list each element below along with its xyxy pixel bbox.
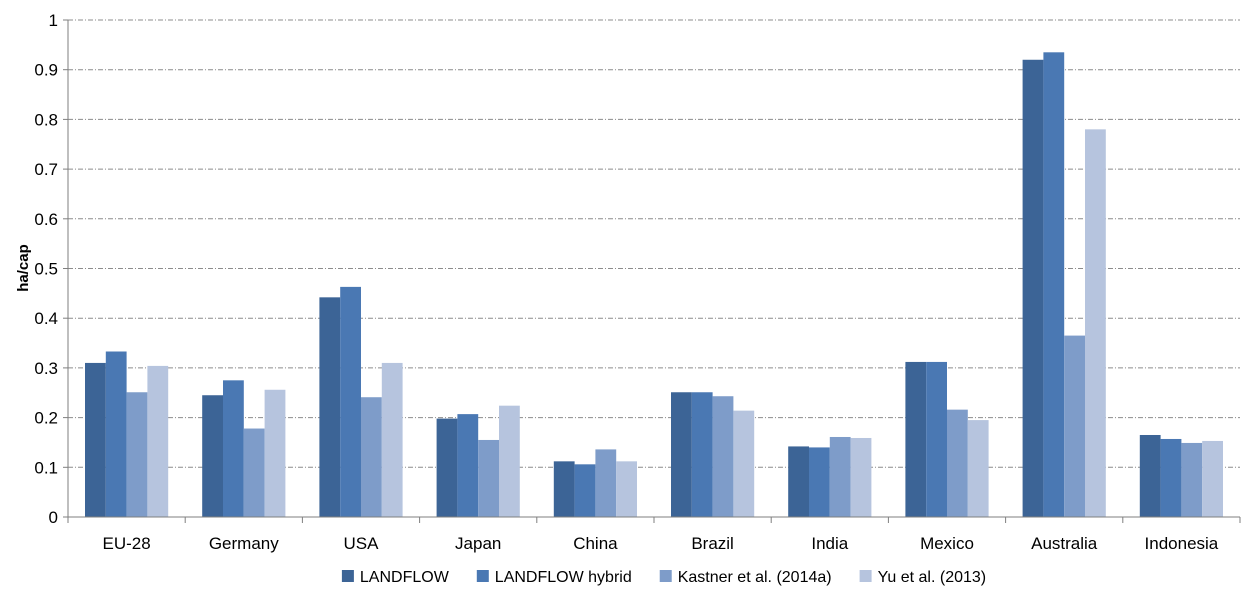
bar-japan-series-2 xyxy=(478,439,499,517)
y-tick-label: 0.4 xyxy=(34,309,58,328)
x-tick-label: Australia xyxy=(1031,534,1098,553)
bar-japan-series-3 xyxy=(499,405,520,517)
bar-brazil-series-1 xyxy=(691,392,713,517)
bar-india-series-3 xyxy=(850,437,872,517)
bar-japan-series-0 xyxy=(436,418,458,517)
bar-germany-series-2 xyxy=(243,428,265,517)
y-tick-label: 0.1 xyxy=(34,458,58,477)
y-axis-label: ha/cap xyxy=(15,244,32,292)
legend-swatch xyxy=(476,570,489,582)
bar-indonesia-series-0 xyxy=(1139,434,1161,517)
y-tick-label: 0.8 xyxy=(34,110,58,129)
x-tick-label: China xyxy=(573,534,618,553)
bar-eu-28-series-2 xyxy=(126,392,148,517)
legend: LANDFLOW LANDFLOW hybrid Kastner et al. (2… xyxy=(341,569,987,586)
bar-mexico-series-3 xyxy=(967,420,989,517)
legend-label: LANDFLOW xyxy=(360,569,450,586)
bar-mexico-series-1 xyxy=(926,361,947,517)
bar-eu-28-series-1 xyxy=(105,351,127,517)
legend-label: LANDFLOW hybrid xyxy=(495,569,632,586)
bar-usa-series-3 xyxy=(381,362,403,517)
bar-japan-series-1 xyxy=(457,414,479,517)
bar-indonesia-series-2 xyxy=(1181,442,1203,517)
y-tick-label: 0.3 xyxy=(34,359,58,378)
bar-brazil-series-0 xyxy=(671,392,692,517)
bar-china-series-3 xyxy=(616,461,637,517)
bar-eu-28-series-0 xyxy=(85,362,106,517)
y-tick-label: 0.6 xyxy=(34,210,58,229)
bar-brazil-series-3 xyxy=(733,410,755,517)
bars xyxy=(85,52,1223,518)
bar-china-series-0 xyxy=(553,461,575,517)
legend-swatch xyxy=(659,570,672,582)
bar-china-series-1 xyxy=(574,464,596,517)
bar-usa-series-0 xyxy=(319,297,341,517)
bar-china-series-2 xyxy=(595,449,617,517)
x-tick-label: USA xyxy=(344,534,380,553)
bar-australia-series-0 xyxy=(1022,59,1044,517)
axes: 0 0.1 0.2 0.3 0.4 0.5 0.6 0.7 0.8 0.9 1 EU-28 German… xyxy=(34,11,1241,553)
x-tick-label: India xyxy=(811,534,848,553)
y-tick-label: 0 xyxy=(49,508,58,527)
bar-usa-series-2 xyxy=(361,397,382,517)
legend-label: Yu et al. (2013) xyxy=(878,569,987,586)
x-tick-label: Germany xyxy=(209,534,279,553)
bar-germany-series-3 xyxy=(264,389,286,517)
bar-india-series-0 xyxy=(788,446,809,517)
y-tick-label: 0.2 xyxy=(34,409,58,428)
legend-label: Kastner et al. (2014a) xyxy=(678,569,832,586)
bar-usa-series-1 xyxy=(340,286,361,517)
bar-australia-series-3 xyxy=(1085,129,1106,517)
bar-india-series-1 xyxy=(809,447,830,517)
y-tick-label: 1 xyxy=(49,11,58,30)
x-tick-label: Brazil xyxy=(691,534,734,553)
y-tick-label: 0.5 xyxy=(34,260,58,279)
bar-indonesia-series-3 xyxy=(1202,440,1223,517)
bar-germany-series-0 xyxy=(202,395,223,517)
x-tick-label: Mexico xyxy=(920,534,974,553)
legend-swatch xyxy=(341,570,354,582)
bar-australia-series-1 xyxy=(1043,52,1065,518)
bar-mexico-series-0 xyxy=(905,361,927,517)
legend-swatch xyxy=(859,570,872,582)
bar-india-series-2 xyxy=(829,436,851,517)
bar-indonesia-series-1 xyxy=(1160,438,1182,517)
bar-mexico-series-2 xyxy=(947,409,968,517)
x-tick-label: Japan xyxy=(455,534,501,553)
bar-australia-series-2 xyxy=(1064,335,1085,517)
x-tick-label: Indonesia xyxy=(1145,534,1219,553)
x-tick-label: EU-28 xyxy=(103,534,151,553)
y-tick-label: 0.7 xyxy=(34,160,58,179)
bar-germany-series-1 xyxy=(223,380,244,517)
y-tick-label: 0.9 xyxy=(34,61,58,80)
bar-eu-28-series-3 xyxy=(147,365,169,517)
bar-brazil-series-2 xyxy=(712,396,734,517)
